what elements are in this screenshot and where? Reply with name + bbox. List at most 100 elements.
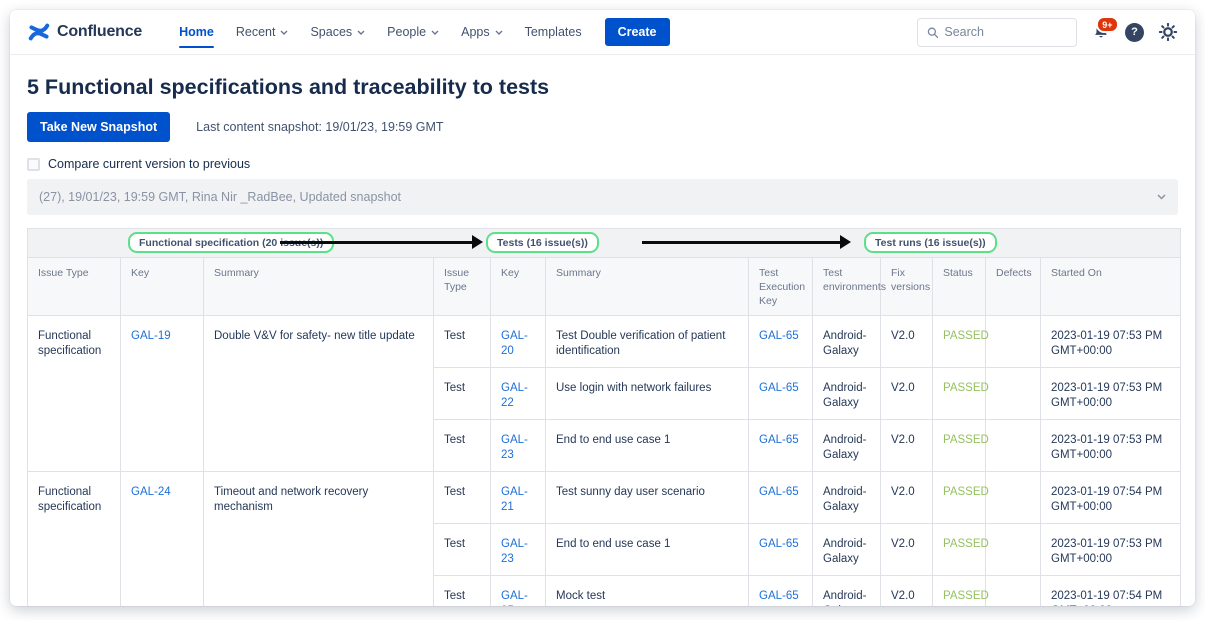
test-execution-key-link[interactable]: GAL-65	[748, 419, 813, 472]
chevron-down-icon	[431, 30, 439, 35]
test-run-status-cell: PASSED	[932, 575, 989, 606]
started-on-cell: 2023-01-19 07:53 PM GMT+00:00	[1039, 419, 1182, 472]
test-key-link[interactable]: GAL-23	[490, 523, 546, 576]
notification-count-badge: 9+	[1095, 16, 1119, 33]
test-runs-group-badge: Test runs (16 issue(s))	[864, 232, 997, 253]
table-row: Functional specification GAL-19 Double V&V…	[27, 315, 1182, 472]
chevron-down-icon	[357, 30, 365, 35]
take-new-snapshot-button[interactable]: Take New Snapshot	[27, 112, 171, 142]
defects-cell	[985, 575, 1041, 606]
fix-versions-cell: V2.0	[880, 471, 933, 524]
arrow-right-icon	[280, 235, 483, 249]
nav-item-templates[interactable]: Templates	[514, 10, 593, 54]
search-input[interactable]	[944, 25, 1067, 39]
compare-checkbox[interactable]	[27, 157, 40, 171]
settings-button[interactable]	[1159, 23, 1177, 41]
test-issue-type-cell: Test	[433, 575, 491, 606]
fix-versions-cell: V2.0	[880, 367, 933, 420]
confluence-window: Confluence Home Recent Spaces People App…	[10, 10, 1195, 606]
defects-cell	[985, 523, 1041, 576]
started-on-cell: 2023-01-19 07:54 PM GMT+00:00	[1039, 471, 1182, 524]
version-dropdown[interactable]: (27), 19/01/23, 19:59 GMT, Rina Nir _Rad…	[27, 179, 1178, 215]
defects-cell	[985, 419, 1041, 472]
compare-row: Compare current version to previous	[27, 157, 1178, 171]
fix-versions-cell: V2.0	[880, 523, 933, 576]
defects-cell	[985, 367, 1041, 420]
test-execution-key-link[interactable]: GAL-65	[748, 471, 813, 524]
test-issue-type-cell: Test	[433, 315, 491, 368]
test-run-status-cell: PASSED	[932, 419, 989, 472]
compare-checkbox-label: Compare current version to previous	[48, 157, 251, 171]
test-environments-cell: Android-Galaxy	[812, 471, 881, 524]
test-environments-cell: Android-Galaxy	[812, 419, 881, 472]
test-run-status-cell: PASSED	[932, 523, 989, 576]
test-environments-cell: Android-Galaxy	[812, 575, 881, 606]
nav-item-label: Templates	[524, 25, 582, 39]
create-button[interactable]: Create	[604, 18, 670, 46]
chevron-down-icon	[1157, 194, 1166, 200]
chevron-down-icon	[495, 30, 503, 35]
nav-item-recent[interactable]: Recent	[225, 10, 300, 54]
column-header-defects: Defects	[985, 257, 1041, 316]
functional-spec-group-badge: Functional specification (20 issue(s))	[128, 232, 335, 253]
started-on-cell: 2023-01-19 07:53 PM GMT+00:00	[1039, 315, 1182, 368]
column-header-spec-issue-type: Issue Type	[27, 257, 121, 316]
version-dropdown-value: (27), 19/01/23, 19:59 GMT, Rina Nir _Rad…	[39, 190, 402, 204]
top-nav-bar: Confluence Home Recent Spaces People App…	[10, 10, 1195, 55]
help-button[interactable]: ?	[1125, 22, 1144, 42]
defects-cell	[985, 315, 1041, 368]
table-row: Functional specification GAL-24 Timeout an…	[27, 471, 1182, 606]
fix-versions-cell: V2.0	[880, 575, 933, 606]
test-environments-cell: Android-Galaxy	[812, 367, 881, 420]
nav-item-label: Spaces	[310, 25, 353, 39]
started-on-cell: 2023-01-19 07:53 PM GMT+00:00	[1039, 367, 1182, 420]
spec-issue-type-cell: Functional specification	[27, 315, 121, 472]
nav-item-people[interactable]: People	[376, 10, 450, 54]
test-execution-key-link[interactable]: GAL-65	[748, 315, 813, 368]
test-key-link[interactable]: GAL-23	[490, 419, 546, 472]
test-key-link[interactable]: GAL-21	[490, 471, 546, 524]
column-header-fix-versions: Fix versions	[880, 257, 933, 316]
test-key-link[interactable]: GAL-20	[490, 315, 546, 368]
column-header-row: Issue Type Key Summary Issue Type Key Su…	[27, 257, 1182, 316]
fix-versions-cell: V2.0	[880, 315, 933, 368]
snapshot-row: Take New Snapshot Last content snapshot:…	[27, 112, 1178, 142]
notifications-button[interactable]: 9+	[1092, 16, 1119, 41]
nav-item-home[interactable]: Home	[168, 10, 225, 54]
defects-cell	[985, 471, 1041, 524]
spec-key-link[interactable]: GAL-19	[120, 315, 204, 472]
test-execution-key-link[interactable]: GAL-65	[748, 575, 813, 606]
column-header-test-summary: Summary	[545, 257, 749, 316]
nav-item-label: Apps	[461, 25, 490, 39]
nav-item-label: Home	[179, 25, 214, 39]
test-execution-key-link[interactable]: GAL-65	[748, 523, 813, 576]
test-execution-key-link[interactable]: GAL-65	[748, 367, 813, 420]
tests-group-badge: Tests (16 issue(s))	[486, 232, 599, 253]
test-summary-cell: End to end use case 1	[545, 419, 749, 472]
confluence-logo[interactable]: Confluence	[28, 10, 142, 54]
nav-menu: Home Recent Spaces People Apps Templates	[168, 10, 592, 54]
test-issue-type-cell: Test	[433, 419, 491, 472]
spec-key-link[interactable]: GAL-24	[120, 471, 204, 606]
test-run-status-cell: PASSED	[932, 315, 989, 368]
test-run-status-cell: PASSED	[932, 471, 989, 524]
group-header-row: Functional specification (20 issue(s)) T…	[26, 228, 1182, 258]
search-icon	[927, 27, 939, 38]
spec-summary-cell: Timeout and network recovery mechanism	[203, 471, 434, 606]
search-box[interactable]	[917, 17, 1077, 47]
column-header-test-environments: Test environments	[812, 257, 886, 316]
table-row: Test GAL-23 End to end use case 1 GAL-65 And…	[28, 419, 1182, 472]
page-content: 5 Functional specifications and traceabi…	[10, 55, 1195, 606]
test-key-link[interactable]: GAL-22	[490, 367, 546, 420]
column-header-spec-key: Key	[120, 257, 204, 316]
table-row: Test GAL-22 Use login with network failure…	[28, 367, 1182, 420]
nav-item-apps[interactable]: Apps	[450, 10, 514, 54]
started-on-cell: 2023-01-19 07:54 PM GMT+00:00	[1039, 575, 1182, 606]
nav-item-spaces[interactable]: Spaces	[299, 10, 376, 54]
page-title: 5 Functional specifications and traceabi…	[27, 75, 550, 99]
test-key-link[interactable]: GAL-25	[490, 575, 546, 606]
column-header-test-issue-type: Issue Type	[433, 257, 491, 316]
column-header-started-on: Started On	[1039, 257, 1182, 316]
test-issue-type-cell: Test	[433, 523, 491, 576]
